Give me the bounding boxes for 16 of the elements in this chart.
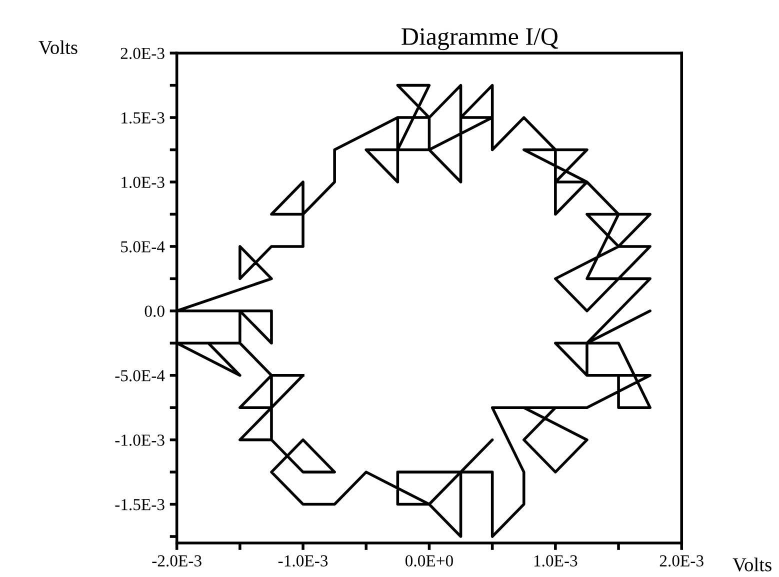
y-tick-label: 2.0E-3	[120, 48, 164, 60]
x-tick-label: 0.0E+0	[405, 555, 453, 567]
y-tick-label: -5.0E-4	[115, 370, 165, 382]
y-tick-label: 5.0E-4	[121, 241, 165, 252]
x-tick-label: 1.0E-3	[534, 555, 578, 567]
x-tick-label: -1.0E-3	[278, 555, 328, 567]
y-tick-label: -1.5E-3	[115, 499, 164, 510]
y-tick-label: 1.5E-3	[122, 112, 164, 124]
y-tick-label: 1.0E-3	[122, 176, 164, 188]
x-axis-title: Volts	[732, 558, 772, 572]
chart-title: Diagramme I/Q	[402, 28, 558, 50]
x-tick-label: 2.0E-3	[660, 555, 704, 567]
x-tick-label: -2.0E-3	[152, 555, 202, 567]
y-axis-title: Volts	[38, 40, 78, 54]
y-tick-label: 0.0	[144, 306, 164, 317]
y-tick-label: -1.0E-3	[115, 434, 164, 446]
